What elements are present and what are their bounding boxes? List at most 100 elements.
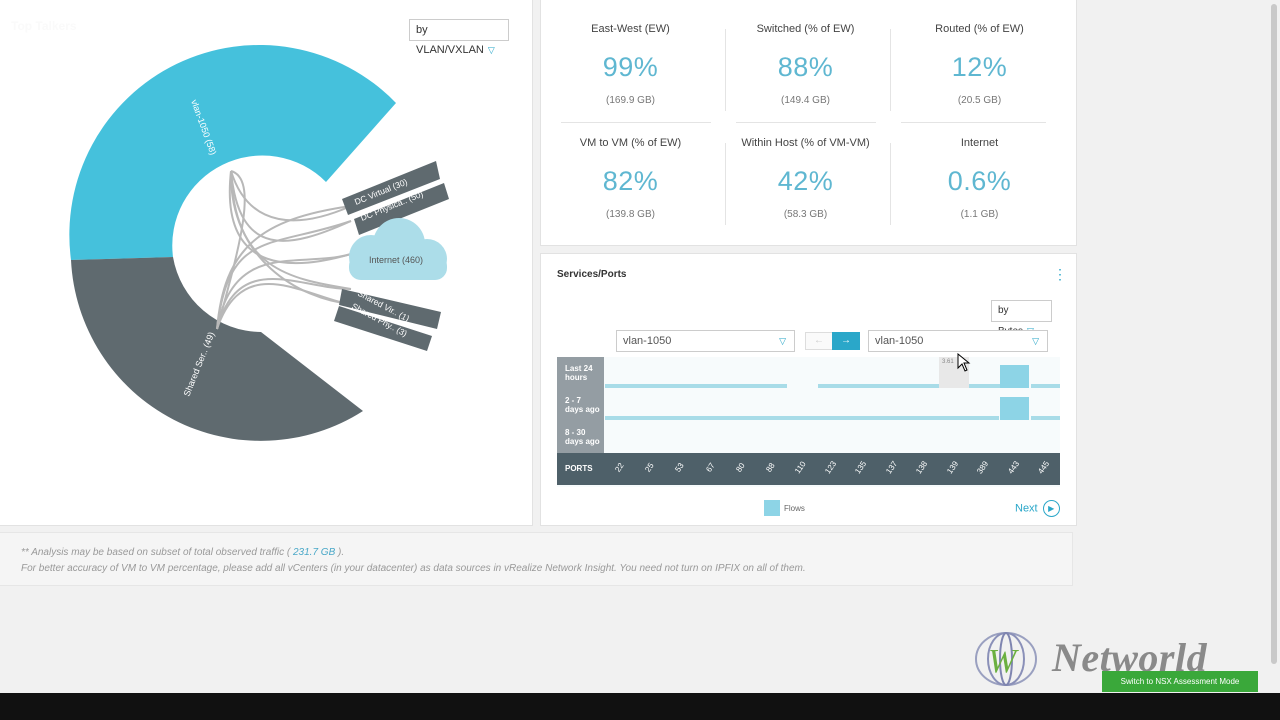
services-ports-panel: Services/Ports ⋮ by Bytes▽ vlan-1050▽ ← … [540,253,1077,526]
more-options-icon[interactable]: ⋮ [1053,266,1067,282]
divider [890,29,891,111]
port-tick: 389 [975,459,991,476]
divider [890,143,891,225]
prev-button[interactable]: ← [805,332,833,350]
row-label-last-24: Last 24 hours [557,357,604,389]
stat-sub: (20.5 GB) [957,95,1002,106]
segment-shared-phy[interactable] [334,306,432,351]
segment-dc-physical[interactable] [354,183,449,235]
metric-dropdown[interactable]: by Bytes▽ [991,300,1052,337]
row-label-8-30: 8 - 30 days ago [557,421,604,453]
row-label-line: hours [565,373,588,382]
port-tick: 110 [793,459,808,476]
segment-dc-virtual[interactable] [342,161,440,215]
row-label-line: days ago [565,437,600,446]
divider [901,122,1046,123]
ports-label: PORTS [565,464,593,473]
mouse-cursor-icon [957,353,971,372]
row-label-line: Last 24 [565,364,593,373]
bottom-bar [0,693,1280,720]
traffic-stats-panel: East-West (EW) 99% (169.9 GB) Switched (… [540,0,1077,246]
stat-label: Routed (% of EW) [935,23,1024,35]
heat-strip [818,384,1000,388]
cloud-icon[interactable] [349,218,447,280]
port-tick: 88 [764,461,777,474]
heat-cell-443[interactable] [1000,365,1029,388]
port-tick: 25 [643,461,656,474]
legend-label: Flows [784,504,805,513]
chord-lines [216,170,352,330]
stat-value: 99% [602,52,659,82]
dest-select-value: vlan-1050 [875,335,924,347]
stat-sub: (58.3 GB) [783,209,828,220]
stat-sub: (139.8 GB) [606,209,655,220]
port-tick: 123 [823,459,839,476]
chevron-down-icon: ▽ [779,336,786,346]
stat-sub: (169.9 GB) [606,95,655,106]
note-line-1: ** Analysis may be based on subset of to… [21,545,1072,561]
scrollbar-thumb[interactable] [1271,4,1277,664]
port-tick: 53 [673,461,686,474]
stat-sub: (149.4 GB) [781,95,830,106]
stat-label: Internet [960,137,999,149]
row-label-line: 2 - 7 [565,396,582,405]
source-select[interactable]: vlan-1050 ▽ [616,330,795,352]
traffic-chord-chart: Internet (460) vlan-1050 (58) Shared Ser… [69,45,449,441]
divider [561,122,711,123]
analysis-note: ** Analysis may be based on subset of to… [0,532,1073,586]
stat-label: VM to VM (% of EW) [579,137,682,149]
heat-cell-443-week[interactable] [1000,397,1029,420]
svg-text:W: W [988,643,1019,680]
play-icon: ▶ [1042,500,1060,517]
next-link[interactable]: Next ▶ [1015,500,1060,517]
stat-label: East-West (EW) [591,23,670,35]
arrow-left-icon: ← [814,335,824,346]
heat-strip [605,416,999,420]
stat-vm-to-vm[interactable]: VM to VM (% of EW) 82% (139.8 GB) [543,137,718,220]
networld-emblem-icon: W [975,632,1037,686]
port-tick: 135 [853,459,869,476]
stat-sub: (1.1 GB) [960,209,999,220]
port-tick: 80 [734,461,747,474]
tooltip-value: 3.61 [942,359,954,365]
stat-switched[interactable]: Switched (% of EW) 88% (149.4 GB) [718,23,893,106]
divider [725,143,726,225]
divider [725,29,726,111]
arrow-right-icon: → [841,335,851,346]
stat-label: Switched (% of EW) [756,23,855,35]
page-scrollbar[interactable] [1268,0,1280,693]
switch-nsx-mode-button[interactable]: Switch to NSX Assessment Mode [1102,671,1258,692]
port-tick: 137 [884,459,900,476]
stat-value: 88% [777,52,834,82]
segment-shared-vir[interactable] [339,289,441,329]
group-by-dropdown[interactable]: by VLAN/VXLAN ▽ [409,19,509,56]
next-label: Next [1015,502,1038,515]
stat-within-host[interactable]: Within Host (% of VM-VM) 42% (58.3 GB) [718,137,893,220]
port-tick: 139 [945,459,961,476]
top-talkers-panel: Top Talkers by VLAN/VXLAN ▽ [0,0,533,526]
stat-label: Within Host (% of VM-VM) [741,137,870,149]
note-line-2: For better accuracy of VM to VM percenta… [21,563,806,574]
dest-select[interactable]: vlan-1050 ▽ [868,330,1048,352]
ports-axis: PORTS 22 25 53 67 80 88 110 123 135 137 … [557,453,1060,485]
stat-value: 42% [777,166,834,196]
note-text: ** Analysis may be based on subset of to… [21,547,291,558]
stat-east-west[interactable]: East-West (EW) 99% (169.9 GB) [543,23,718,106]
port-tick: 138 [914,459,930,476]
segment-vlan[interactable] [69,45,397,260]
stat-value: 82% [602,166,659,196]
stat-value: 0.6% [947,166,1012,196]
row-label-2-7: 2 - 7 days ago [557,389,604,421]
heat-strip [1031,384,1060,388]
next-arrow-button[interactable]: → [832,332,860,350]
observed-traffic-value[interactable]: 231.7 GB [290,547,339,558]
stat-value: 12% [951,52,1008,82]
heat-strip [605,384,787,388]
segment-shared-services[interactable] [71,257,363,441]
note-text: ). [338,547,345,558]
port-tick: 443 [1006,459,1022,476]
stat-routed[interactable]: Routed (% of EW) 12% (20.5 GB) [892,23,1067,106]
row-label-line: 8 - 30 [565,428,586,437]
stat-internet[interactable]: Internet 0.6% (1.1 GB) [892,137,1067,220]
panel-title: Top Talkers [11,19,77,33]
